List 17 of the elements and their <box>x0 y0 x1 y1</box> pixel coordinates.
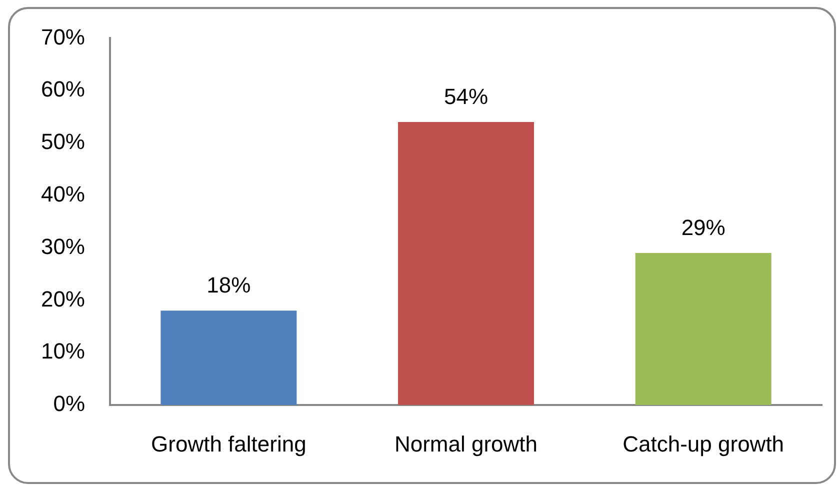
x-tick-label: Growth faltering <box>151 431 306 456</box>
y-tick-label: 40% <box>40 181 85 206</box>
data-label: 18% <box>206 272 251 298</box>
y-tick-label: 30% <box>40 234 85 259</box>
bar <box>398 122 534 405</box>
y-tick-label: 60% <box>40 76 85 102</box>
y-tick-label: 70% <box>40 24 85 50</box>
y-tick-label: 10% <box>40 338 85 364</box>
x-tick-label: Catch-up growth <box>622 431 784 456</box>
bar <box>635 253 772 405</box>
y-tick-label: 0% <box>53 391 85 416</box>
y-tick-label: 50% <box>40 129 85 154</box>
x-tick-label: Normal growth <box>394 431 538 456</box>
data-label: 54% <box>444 84 488 110</box>
bar <box>160 310 297 405</box>
y-tick-label: 20% <box>40 286 85 312</box>
data-label: 29% <box>681 215 726 240</box>
